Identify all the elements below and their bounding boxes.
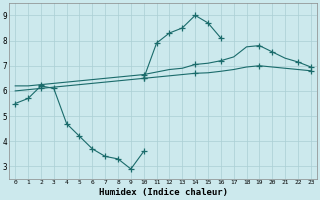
X-axis label: Humidex (Indice chaleur): Humidex (Indice chaleur) bbox=[99, 188, 228, 197]
